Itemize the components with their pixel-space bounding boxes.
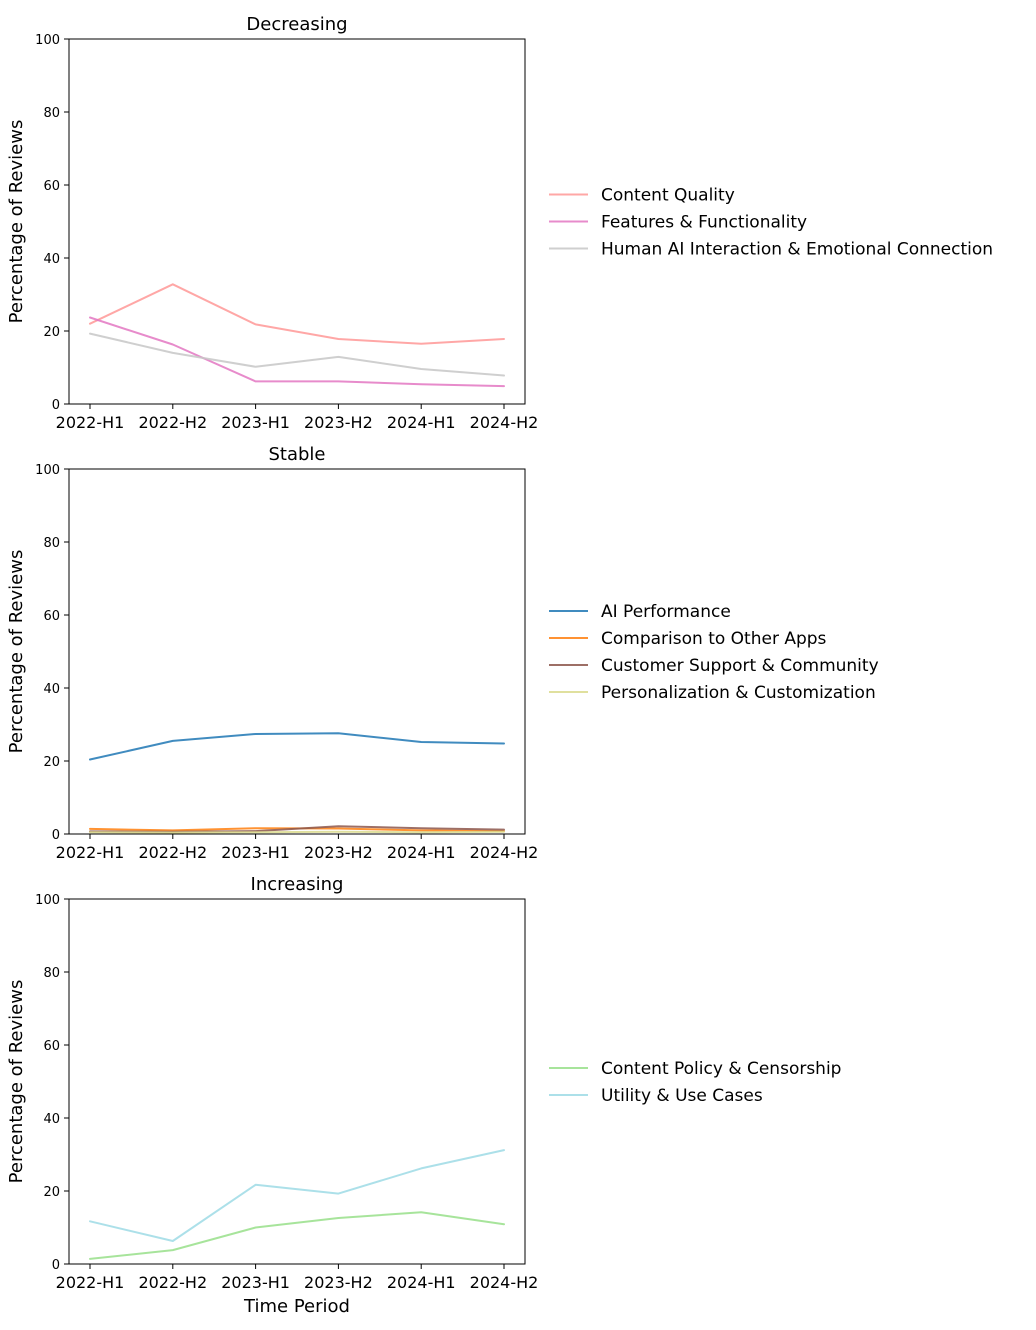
series-line-human-ai-interaction-emotional-connection xyxy=(89,332,505,377)
x-tick-label: 2024-H1 xyxy=(387,843,456,862)
chart-title: Increasing xyxy=(251,874,344,895)
y-tick-label: 0 xyxy=(52,1258,60,1273)
y-tick-label: 40 xyxy=(43,1112,60,1127)
x-tick-label: 2022-H1 xyxy=(56,1273,125,1292)
y-tick-label: 80 xyxy=(43,966,60,981)
legend-entry: Features & Functionality xyxy=(601,213,807,233)
y-tick-label: 40 xyxy=(43,682,60,697)
x-tick-label: 2024-H2 xyxy=(470,1273,539,1292)
y-tick-label: 60 xyxy=(43,179,60,194)
legend-entry: Human AI Interaction & Emotional Connect… xyxy=(601,240,993,260)
y-axis-label: Percentage of Reviews xyxy=(6,120,27,324)
x-tick-label: 2024-H2 xyxy=(470,413,539,432)
y-tick-label: 40 xyxy=(43,252,60,267)
y-axis-label: Percentage of Reviews xyxy=(6,550,27,754)
y-tick-label: 80 xyxy=(43,536,60,551)
series-line-content-quality xyxy=(89,283,505,345)
x-tick-label: 2022-H2 xyxy=(138,1273,207,1292)
x-tick-label: 2023-H2 xyxy=(304,413,373,432)
x-tick-label: 2022-H1 xyxy=(56,843,125,862)
y-tick-label: 20 xyxy=(43,755,60,770)
x-tick-label: 2022-H2 xyxy=(138,413,207,432)
y-tick-label: 60 xyxy=(43,609,60,624)
y-tick-label: 80 xyxy=(43,106,60,121)
y-tick-label: 60 xyxy=(43,1039,60,1054)
series-line-utility-use-cases xyxy=(89,1149,505,1242)
y-tick-label: 20 xyxy=(43,325,60,340)
legend-entry: Personalization & Customization xyxy=(601,683,876,703)
legend-entry: Customer Support & Community xyxy=(601,656,879,676)
legend-entry: Content Policy & Censorship xyxy=(601,1059,841,1079)
chart-title: Stable xyxy=(268,444,325,465)
y-tick-label: 0 xyxy=(52,398,60,413)
y-tick-label: 100 xyxy=(35,33,60,48)
x-tick-label: 2022-H2 xyxy=(138,843,207,862)
legend-entry: Comparison to Other Apps xyxy=(601,629,827,649)
x-tick-label: 2023-H1 xyxy=(221,843,290,862)
series-line-personalization-customization xyxy=(89,830,505,834)
x-tick-label: 2024-H2 xyxy=(470,843,539,862)
legend-entry: Content Quality xyxy=(601,186,735,206)
x-tick-label: 2023-H1 xyxy=(221,1273,290,1292)
plot-frame xyxy=(68,898,526,1265)
x-tick-label: 2024-H1 xyxy=(387,413,456,432)
plot-frame xyxy=(68,38,526,405)
series-line-content-policy-censorship xyxy=(89,1211,505,1260)
chart-title: Decreasing xyxy=(246,14,347,35)
series-line-features-functionality xyxy=(89,316,505,388)
y-tick-label: 0 xyxy=(52,828,60,843)
x-tick-label: 2023-H2 xyxy=(304,843,373,862)
x-tick-label: 2022-H1 xyxy=(56,413,125,432)
plot-frame xyxy=(68,468,526,835)
y-tick-label: 20 xyxy=(43,1185,60,1200)
x-tick-label: 2024-H1 xyxy=(387,1273,456,1292)
x-tick-label: 2023-H1 xyxy=(221,413,290,432)
series-line-ai-performance xyxy=(89,732,505,761)
y-tick-label: 100 xyxy=(35,463,60,478)
legend-entry: AI Performance xyxy=(601,602,731,622)
legend-entry: Utility & Use Cases xyxy=(601,1086,763,1106)
y-axis-label: Percentage of Reviews xyxy=(6,980,27,1184)
y-tick-label: 100 xyxy=(35,893,60,908)
x-tick-label: 2023-H2 xyxy=(304,1273,373,1292)
x-axis-label: Time Period xyxy=(243,1296,350,1317)
